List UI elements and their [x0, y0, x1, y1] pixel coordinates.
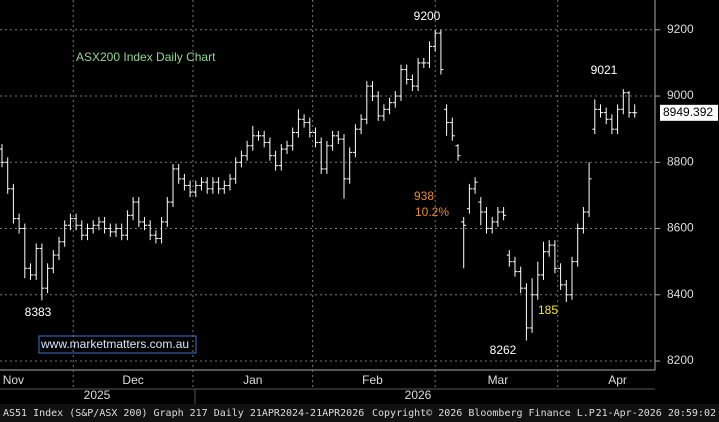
- y-tick-label: 9000: [667, 88, 694, 102]
- y-tick-label: 8800: [667, 154, 694, 168]
- annotation: 10.2%: [415, 205, 449, 219]
- y-tick-label: 8200: [667, 353, 694, 367]
- annotation: 8262: [490, 343, 517, 357]
- x-tick-label: Feb: [362, 373, 383, 387]
- footer-center: Copyright© 2026 Bloomberg Finance L.P.: [372, 408, 601, 419]
- footer-left: AS51 Index (S&P/ASX 200) Graph 217 Daily…: [3, 408, 364, 419]
- watermark: www.marketmatters.com.au: [40, 337, 189, 351]
- x-tick-label: Mar: [488, 373, 509, 387]
- chart-title: ASX200 Index Daily Chart: [76, 50, 216, 64]
- x-tick-label: Nov: [3, 373, 24, 387]
- annotation: 938: [414, 189, 434, 203]
- x-tick-label: Dec: [122, 373, 143, 387]
- x-tick-label: Apr: [608, 373, 627, 387]
- last-price-box: [660, 104, 718, 121]
- footer-band: [0, 404, 719, 422]
- annotation: 9021: [591, 63, 618, 77]
- annotation: 8383: [25, 305, 52, 319]
- annotation: 9200: [414, 9, 441, 23]
- y-tick-label: 8600: [667, 221, 694, 235]
- annotation: 185: [538, 303, 558, 317]
- y-tick-label: 8400: [667, 287, 694, 301]
- year-label: 2025: [84, 388, 111, 402]
- x-tick-label: Jan: [243, 373, 262, 387]
- watermark-box: [38, 335, 197, 354]
- year-label: 2026: [405, 388, 432, 402]
- y-tick-label: 9200: [667, 22, 694, 36]
- last-price-label: 8949.392: [663, 105, 713, 119]
- footer-right: 21-Apr-2026 20:59:02: [596, 408, 716, 419]
